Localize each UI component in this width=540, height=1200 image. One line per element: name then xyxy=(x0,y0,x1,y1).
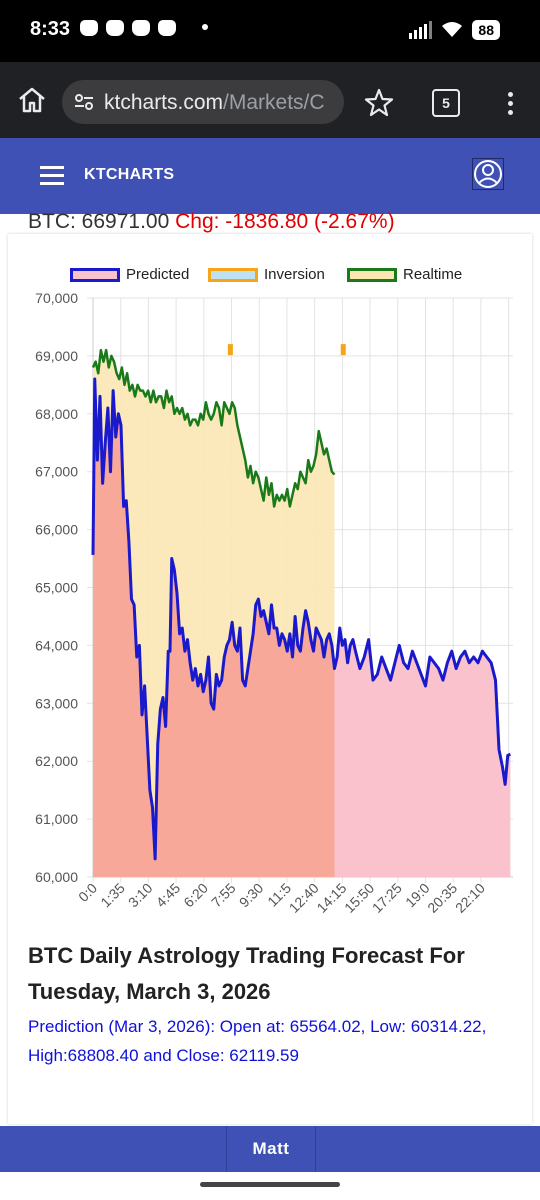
browser-toolbar: ktcharts.com/Markets/C 5 xyxy=(0,62,540,138)
chart-areas xyxy=(93,350,511,877)
y-tick-label: 65,000 xyxy=(35,580,78,596)
x-tick-label: 20:35 xyxy=(424,880,460,916)
user-tab[interactable]: Matt xyxy=(226,1126,316,1172)
overlap-area xyxy=(93,379,335,877)
x-tick-label: 4:45 xyxy=(153,880,184,911)
discord-icon xyxy=(132,20,150,36)
y-tick-label: 60,000 xyxy=(35,869,78,885)
ticker-line: BTC: 66971.00 Chg: -1836.80 (-2.67%) xyxy=(28,206,395,234)
x-tick-label: 22:10 xyxy=(452,880,488,916)
gesture-area xyxy=(0,1172,540,1200)
menu-icon[interactable] xyxy=(40,166,64,186)
x-tick-label: 3:10 xyxy=(125,880,156,911)
notification-icons xyxy=(80,20,176,36)
legend-label: Predicted xyxy=(126,266,190,283)
forecast-title: BTC Daily Astrology Trading Forecast For… xyxy=(28,943,465,1004)
x-tick-label: 9:30 xyxy=(236,880,267,911)
home-icon[interactable] xyxy=(16,84,48,116)
y-tick-label: 66,000 xyxy=(35,522,78,538)
bottom-navigation: Matt xyxy=(0,1126,540,1172)
y-tick-label: 62,000 xyxy=(35,753,78,769)
more-notifications-dot xyxy=(202,24,208,30)
url-path: /Markets/C xyxy=(223,91,325,114)
bookmark-star-icon[interactable] xyxy=(362,86,396,120)
signal-icon xyxy=(409,21,433,39)
chart-legend: Predicted Inversion Realtime xyxy=(0,266,540,288)
y-tick-label: 63,000 xyxy=(35,695,78,711)
chart-lines xyxy=(91,344,511,861)
x-tick-label: 6:20 xyxy=(180,880,211,911)
battery-indicator: 88 xyxy=(472,20,500,40)
legend-label: Realtime xyxy=(403,266,463,283)
more-menu-icon[interactable] xyxy=(500,88,520,122)
discord-icon xyxy=(80,20,98,36)
x-tick-label: 1:35 xyxy=(97,880,128,911)
y-tick-label: 61,000 xyxy=(35,811,78,827)
x-tick-label: 14:15 xyxy=(313,880,349,916)
tab-switcher-button[interactable]: 5 xyxy=(432,89,460,117)
address-bar[interactable]: ktcharts.com/Markets/C xyxy=(62,80,344,124)
legend-item-realtime[interactable]: Realtime xyxy=(347,266,462,283)
discord-icon xyxy=(106,20,124,36)
legend-swatch-inversion xyxy=(208,267,258,282)
app-header: KTCHARTS xyxy=(0,138,540,214)
inversion-mark xyxy=(340,344,346,356)
predicted-line xyxy=(91,377,511,861)
x-tick-label: 15:50 xyxy=(341,880,377,916)
status-time: 8:33 xyxy=(30,18,71,40)
status-bar: 8:33 88 xyxy=(0,0,540,62)
ticker-price: BTC: 66971.00 xyxy=(28,210,170,233)
inversion-mark xyxy=(227,344,233,356)
ticker-change: Chg: -1836.80 (-2.67%) xyxy=(175,210,395,233)
x-tick-label: 7:55 xyxy=(208,880,239,911)
discord-icon xyxy=(158,20,176,36)
forecast-prediction: Prediction (Mar 3, 2026): Open at: 65564… xyxy=(28,1017,487,1065)
legend-item-predicted[interactable]: Predicted xyxy=(70,266,189,283)
y-tick-label: 69,000 xyxy=(35,348,78,364)
legend-item-inversion[interactable]: Inversion xyxy=(208,266,325,283)
x-tick-label: 17:25 xyxy=(369,880,405,916)
x-tick-label: 0:0 xyxy=(75,880,100,905)
x-tick-label: 12:40 xyxy=(286,880,322,916)
site-settings-icon[interactable] xyxy=(74,92,94,112)
y-tick-label: 70,000 xyxy=(35,290,78,306)
legend-swatch-predicted xyxy=(70,267,120,282)
legend-swatch-realtime xyxy=(347,267,397,282)
account-icon[interactable] xyxy=(472,158,504,190)
legend-label: Inversion xyxy=(264,266,325,283)
app-title[interactable]: KTCHARTS xyxy=(84,166,175,183)
wifi-icon xyxy=(442,22,463,37)
url-text[interactable]: ktcharts.com/Markets/C xyxy=(104,91,340,115)
y-tick-label: 68,000 xyxy=(35,406,78,422)
price-chart[interactable]: 60,000 61,000 62,000 63,000 64,000 65,000 66,0… xyxy=(0,288,540,938)
y-tick-label: 64,000 xyxy=(35,637,78,653)
realtime-line xyxy=(91,348,336,508)
gesture-handle[interactable] xyxy=(200,1182,340,1187)
y-tick-label: 67,000 xyxy=(35,464,78,480)
url-host: ktcharts.com xyxy=(104,91,224,114)
